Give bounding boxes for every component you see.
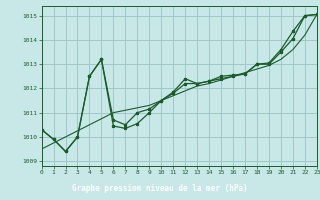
Text: Graphe pression niveau de la mer (hPa): Graphe pression niveau de la mer (hPa) [72,184,248,193]
